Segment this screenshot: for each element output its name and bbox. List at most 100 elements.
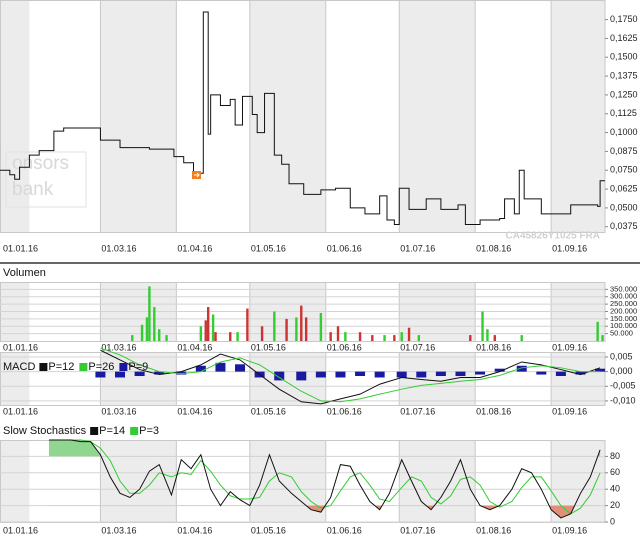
- y-tick-label: -0,010: [610, 395, 636, 405]
- month-band: [0, 352, 30, 405]
- histogram-bar: [154, 371, 165, 375]
- histogram-bar: [215, 362, 226, 372]
- volume-bar: [214, 332, 217, 341]
- x-tick-label: 01.05.16: [251, 243, 286, 253]
- y-tick-label: 80: [610, 451, 620, 461]
- histogram-bar: [235, 364, 246, 372]
- volume-bar: [148, 286, 151, 341]
- volume-bar: [285, 318, 288, 341]
- volume-bar: [407, 327, 411, 341]
- histogram-bar: [274, 371, 285, 381]
- y-tick-label: 0,0875: [610, 146, 638, 156]
- x-tick-label: 01.07.16: [400, 342, 435, 352]
- x-tick-label: 01.01.16: [3, 406, 38, 416]
- x-tick-label: 01.09.16: [552, 406, 587, 416]
- histogram-bar: [176, 371, 187, 375]
- volume-bar: [131, 335, 134, 341]
- x-tick-label: 01.04.16: [177, 342, 212, 352]
- volume-bar: [158, 329, 161, 341]
- month-band: [100, 0, 177, 232]
- histogram-bar: [516, 365, 527, 372]
- y-tick-label: 0,0625: [610, 183, 638, 193]
- volume-bar: [304, 317, 308, 341]
- histogram-bar: [296, 371, 307, 381]
- x-tick-label: 01.07.16: [400, 525, 435, 535]
- legend-label: P=26: [88, 361, 114, 373]
- y-tick-label: 0,1125: [610, 108, 637, 118]
- x-tick-label: 01.08.16: [476, 406, 511, 416]
- x-tick-label: 01.06.16: [327, 525, 362, 535]
- volume-bar: [481, 311, 484, 341]
- panel-title: Volumen: [3, 267, 46, 279]
- histogram-bar: [575, 371, 586, 375]
- month-band: [551, 352, 605, 405]
- x-tick-label: 01.06.16: [327, 243, 362, 253]
- x-tick-label: 01.03.16: [101, 243, 136, 253]
- x-tick-label: 01.04.16: [177, 243, 212, 253]
- y-tick-label: 20: [610, 500, 620, 510]
- watermark-frame: [5, 151, 87, 208]
- y-tick-label: 300.000: [610, 292, 637, 301]
- histogram-bar: [134, 371, 145, 377]
- volume-bar: [329, 332, 332, 341]
- volume-bar: [236, 332, 239, 341]
- x-tick-label: 01.01.16: [3, 243, 38, 253]
- y-tick-label: 50.000: [610, 329, 633, 338]
- volume-bar: [300, 305, 303, 341]
- y-tick-label: 100.000: [610, 321, 637, 330]
- volume-bar: [273, 311, 276, 341]
- x-tick-label: 01.03.16: [101, 406, 136, 416]
- y-tick-label: 0,0750: [610, 165, 638, 175]
- legend-swatch: [119, 363, 128, 371]
- y-tick-label: 0: [610, 516, 615, 526]
- legend-label: P=14: [99, 425, 125, 437]
- volume-bar: [140, 324, 144, 341]
- y-tick-label: 0,000: [610, 366, 633, 376]
- volume-bar: [486, 329, 489, 341]
- y-tick-label: 200.000: [610, 306, 637, 315]
- volume-bar: [165, 335, 168, 341]
- legend-swatch: [79, 363, 88, 371]
- volume-bar: [596, 321, 599, 341]
- x-tick-label: 01.01.16: [3, 525, 38, 535]
- histogram-bar: [315, 371, 326, 378]
- stochastic-line: [48, 439, 601, 519]
- volume-bar: [246, 308, 249, 341]
- month-band: [0, 0, 30, 232]
- volume-bar: [336, 326, 340, 341]
- histogram-bar: [95, 371, 106, 378]
- month-band: [100, 440, 177, 522]
- plot-frame: [0, 352, 606, 406]
- volume-bar: [229, 332, 232, 341]
- histogram-bar: [115, 371, 126, 378]
- histogram-bar: [536, 371, 547, 375]
- volume-bar: [601, 335, 604, 341]
- y-tick-label: 0,1375: [610, 70, 638, 80]
- y-tick-label: 0,1625: [610, 33, 638, 43]
- security-code: CA45826Y1025 FRA: [506, 231, 601, 242]
- month-band: [551, 0, 605, 232]
- month-band: [399, 440, 476, 522]
- x-tick-label: 01.05.16: [251, 525, 286, 535]
- volume-bar: [211, 314, 215, 341]
- volume-bar: [319, 312, 323, 341]
- x-tick-label: 01.01.16: [3, 342, 38, 352]
- histogram-bar: [494, 368, 505, 372]
- x-tick-label: 01.09.16: [552, 525, 587, 535]
- y-tick-label: 250.000: [610, 299, 637, 308]
- histogram-bar: [335, 371, 346, 378]
- histogram-bar: [555, 371, 566, 377]
- x-tick-label: 01.04.16: [177, 525, 212, 535]
- histogram-bar: [416, 371, 427, 378]
- y-tick-label: 0,1250: [610, 89, 638, 99]
- month-band: [249, 352, 326, 405]
- indicator-line: [100, 347, 601, 403]
- volume-bar: [295, 317, 298, 341]
- volume-bar: [260, 326, 264, 341]
- x-tick-label: 01.09.16: [552, 243, 587, 253]
- x-tick-label: 01.05.16: [251, 406, 286, 416]
- histogram-bar: [475, 371, 486, 375]
- legend-label: P=9: [128, 361, 148, 373]
- y-tick-label: 150.000: [610, 314, 637, 323]
